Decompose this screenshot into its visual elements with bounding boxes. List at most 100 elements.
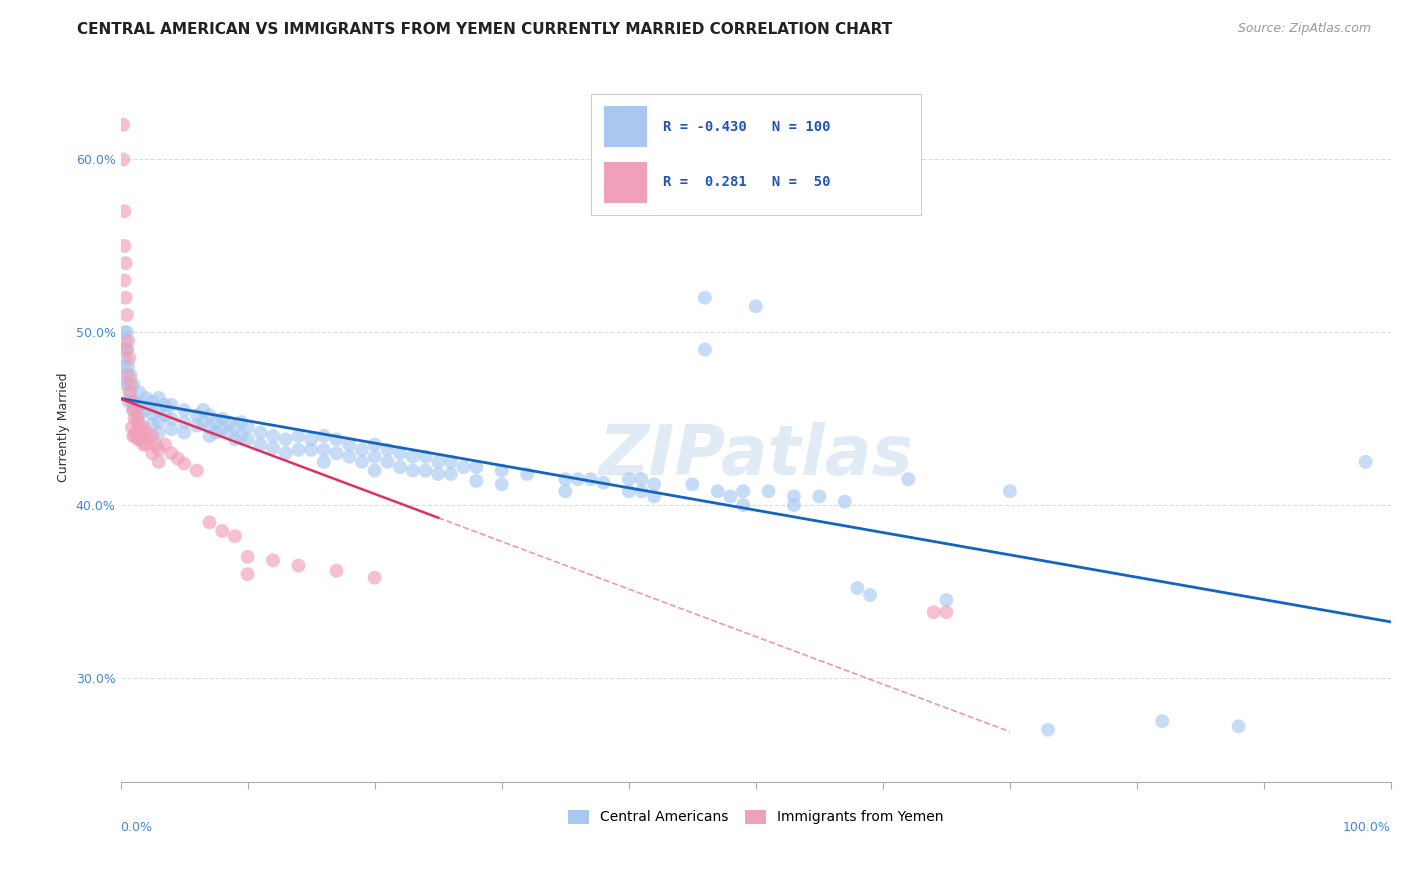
- Point: [325, 564, 347, 578]
- Point: [128, 398, 150, 412]
- Point: [117, 394, 139, 409]
- Point: [516, 467, 538, 481]
- Point: [114, 256, 136, 270]
- Point: [135, 425, 157, 440]
- Point: [312, 455, 335, 469]
- Point: [112, 153, 135, 167]
- Point: [236, 567, 259, 582]
- Point: [122, 377, 145, 392]
- Point: [643, 490, 665, 504]
- Point: [153, 437, 176, 451]
- Point: [706, 484, 728, 499]
- Point: [440, 455, 463, 469]
- Point: [262, 441, 284, 455]
- Point: [758, 484, 780, 499]
- Point: [121, 394, 143, 409]
- Point: [173, 457, 195, 471]
- Point: [224, 433, 246, 447]
- Point: [112, 377, 135, 392]
- Point: [112, 118, 135, 132]
- Point: [249, 437, 271, 451]
- Text: ZIPatlas: ZIPatlas: [599, 422, 914, 489]
- Point: [112, 359, 135, 374]
- Point: [325, 433, 347, 447]
- Point: [465, 460, 488, 475]
- Point: [274, 446, 297, 460]
- Point: [218, 415, 240, 429]
- Point: [287, 558, 309, 573]
- Point: [312, 442, 335, 457]
- Point: [145, 437, 167, 451]
- Point: [718, 490, 741, 504]
- Point: [287, 429, 309, 443]
- Point: [363, 463, 385, 477]
- Point: [1227, 719, 1250, 733]
- Point: [128, 385, 150, 400]
- Y-axis label: Currently Married: Currently Married: [58, 373, 70, 482]
- Point: [231, 429, 253, 443]
- Point: [186, 418, 208, 433]
- Point: [198, 429, 221, 443]
- Point: [274, 433, 297, 447]
- Point: [389, 446, 412, 460]
- Point: [440, 467, 463, 481]
- Point: [236, 549, 259, 564]
- Point: [859, 588, 882, 602]
- Point: [211, 411, 233, 425]
- Point: [453, 460, 475, 475]
- Point: [236, 420, 259, 434]
- Point: [733, 498, 755, 512]
- Point: [224, 529, 246, 543]
- Point: [148, 403, 170, 417]
- Point: [120, 377, 142, 392]
- Point: [153, 408, 176, 422]
- Point: [115, 343, 138, 357]
- Point: [112, 325, 135, 339]
- Point: [1036, 723, 1059, 737]
- Point: [211, 524, 233, 538]
- Point: [205, 425, 228, 440]
- Point: [693, 291, 716, 305]
- Point: [377, 442, 399, 457]
- Point: [124, 429, 146, 443]
- Point: [117, 334, 139, 348]
- Point: [118, 351, 141, 366]
- Text: Source: ZipAtlas.com: Source: ZipAtlas.com: [1237, 22, 1371, 36]
- Point: [112, 273, 135, 287]
- Point: [579, 472, 602, 486]
- Point: [132, 437, 155, 451]
- Point: [377, 455, 399, 469]
- Point: [193, 415, 215, 429]
- Point: [262, 429, 284, 443]
- Point: [141, 394, 163, 409]
- Point: [693, 343, 716, 357]
- Point: [128, 420, 150, 434]
- Point: [287, 442, 309, 457]
- Point: [112, 239, 135, 253]
- Point: [127, 415, 149, 429]
- Point: [427, 467, 450, 481]
- Point: [115, 308, 138, 322]
- Point: [218, 425, 240, 440]
- Point: [491, 463, 513, 477]
- Point: [148, 442, 170, 457]
- Point: [138, 433, 160, 447]
- Point: [630, 472, 652, 486]
- Point: [205, 415, 228, 429]
- Point: [198, 516, 221, 530]
- Point: [846, 581, 869, 595]
- Point: [141, 417, 163, 431]
- Point: [186, 408, 208, 422]
- Point: [129, 425, 152, 440]
- Point: [617, 472, 640, 486]
- Point: [224, 420, 246, 434]
- Point: [160, 446, 183, 460]
- Point: [173, 415, 195, 429]
- Point: [117, 359, 139, 374]
- Point: [166, 451, 188, 466]
- Point: [808, 490, 831, 504]
- Point: [160, 411, 183, 425]
- Point: [173, 403, 195, 417]
- Point: [115, 325, 138, 339]
- Point: [114, 368, 136, 383]
